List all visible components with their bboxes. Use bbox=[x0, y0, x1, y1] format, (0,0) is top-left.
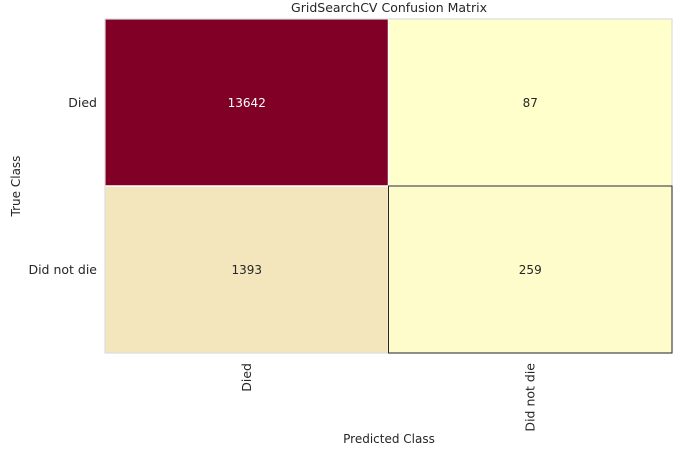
y-tick-label: Did not die bbox=[28, 262, 97, 277]
cell-value-label: 1393 bbox=[231, 263, 262, 277]
y-axis-label: True Class bbox=[9, 156, 23, 218]
heatmap-cell bbox=[388, 19, 672, 186]
x-tick-labels: Died Did not die bbox=[239, 363, 538, 432]
y-tick-labels: Died Did not die bbox=[28, 95, 97, 277]
chart-title: GridSearchCV Confusion Matrix bbox=[291, 0, 487, 15]
x-tick-label: Died bbox=[239, 363, 254, 392]
x-tick-label: Did not die bbox=[522, 363, 537, 432]
cell-value-label: 259 bbox=[519, 263, 542, 277]
cell-value-label: 13642 bbox=[228, 96, 266, 110]
heatmap-cell bbox=[105, 19, 389, 186]
heatmap-cell bbox=[388, 186, 672, 353]
heatmap-cell bbox=[105, 186, 389, 353]
y-tick-label: Died bbox=[68, 95, 97, 110]
highlight-cell-outline bbox=[388, 185, 673, 354]
x-axis-label: Predicted Class bbox=[343, 432, 435, 446]
heatmap-grid bbox=[104, 18, 673, 354]
heatmap-cell-labels: 13642 87 1393 259 bbox=[228, 96, 542, 277]
cell-value-label: 87 bbox=[523, 96, 538, 110]
